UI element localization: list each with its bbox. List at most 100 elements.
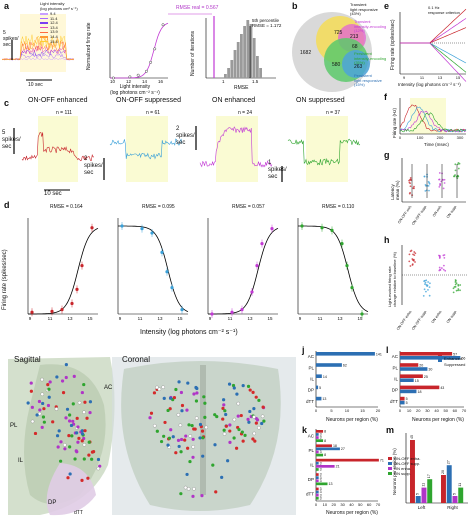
neuron-dot (204, 425, 209, 430)
neuron-dot (33, 431, 38, 436)
h-dot (443, 254, 446, 256)
k-svg-xtick: 60 (367, 502, 372, 507)
neuron-dot (247, 420, 251, 424)
g-dot (428, 182, 431, 185)
venn-count-2: 213 (350, 34, 359, 40)
m-bar-label: 11 (421, 483, 425, 487)
g-group-label: ON-OFF supp. (411, 204, 428, 226)
d-point (75, 287, 79, 291)
h-dot (423, 288, 426, 291)
a-legend-item: 9.4 (40, 11, 58, 17)
g-dot (454, 163, 457, 166)
j-svg-bar-label: 62 (343, 364, 347, 368)
c-n-4: n = 37 (326, 110, 341, 116)
e-annotation: 0.1 Hz response criterion (428, 5, 460, 15)
d-point (80, 264, 84, 268)
neuron-dot (152, 391, 157, 395)
panel-c: ON-OFF enhanced ON-OFF suppressed ON enh… (0, 97, 380, 198)
j-svg-category-label: PL (308, 365, 314, 370)
h-dot (452, 291, 455, 294)
j-svg-bar (316, 385, 319, 390)
m-xtick: Right (447, 505, 458, 510)
neuron-dot (29, 381, 33, 385)
i-region-il: IL (18, 458, 24, 464)
neuron-dot (80, 432, 85, 436)
l-svg-bar-label: 20 (419, 364, 423, 368)
neuron-dot (70, 434, 74, 438)
f-xtick: 300 (457, 135, 464, 140)
neuron-dot (222, 403, 226, 407)
c-scale-3: 2 spikes/ sec (176, 126, 195, 146)
neuron-dot (82, 443, 87, 447)
h-dot (414, 261, 416, 263)
neuron-dot (251, 437, 255, 441)
venn-legend-1: Transient light responsive (43%) (350, 2, 378, 17)
d-xtick: 11 (228, 316, 233, 321)
venn-count-4: 580 (332, 62, 341, 68)
k-xlabel: Neurons per region (%) (326, 510, 378, 516)
neuron-dot (77, 400, 82, 405)
l-svg-xtick: 70 (462, 408, 467, 413)
l-svg-bar (400, 367, 428, 371)
k-svg-bar (316, 447, 340, 451)
neuron-dot (188, 459, 192, 464)
neuron-dot (82, 382, 86, 387)
l-legend-swatch-enhanced (438, 353, 442, 356)
neuron-dot (241, 439, 245, 443)
d-rmse-3: RMSE = 0.057 (232, 204, 265, 210)
c-trace-4 (287, 138, 361, 166)
neuron-dot (41, 415, 46, 419)
neuron-dot (159, 439, 164, 444)
k-svg-bar-label: 3 (320, 436, 322, 440)
g-dot (457, 161, 460, 164)
neuron-dot (40, 377, 44, 382)
a-hist-xtick: 1.5 (252, 79, 259, 84)
panel-e: 9 11 13 15 0.1 Hz response criterion Firing… (384, 0, 474, 92)
neuron-dot (234, 446, 239, 450)
f-xtick: 0 (399, 135, 402, 140)
k-svg-bar (316, 444, 332, 448)
h-dot (442, 264, 445, 267)
panel-m-chart: 45 5 11 17 Left 20 27 5 11 Right (405, 433, 468, 510)
neuron-dot (26, 401, 30, 405)
k-svg-xtick: 50 (358, 502, 363, 507)
j-svg-bar (316, 374, 322, 378)
neuron-dot (48, 380, 52, 384)
h-dot (443, 257, 446, 259)
venn-count-5: 263 (354, 64, 363, 70)
l-svg-bar (400, 396, 405, 401)
g-dot (443, 182, 446, 184)
c-title-4: ON suppressed (296, 97, 345, 104)
neuron-dot (236, 414, 240, 418)
j-svg-category-label: AC (308, 354, 315, 359)
neuron-dot (179, 390, 184, 395)
normalized-curve (110, 22, 169, 80)
neuron-dot (228, 423, 232, 427)
k-svg-bar (316, 479, 319, 483)
a-hist-xtick: 1 (222, 79, 225, 84)
d-fit-curve (208, 227, 279, 315)
l-svg-xtick: 40 (434, 408, 439, 413)
panel-j: AC 141 PL 62 IL 14 DP 5 dTT 13 0 5 10 15 20 Neurons pe… (302, 345, 386, 425)
k-svg-bar (316, 439, 324, 442)
panel-j-chart: AC 141 PL 62 IL 14 DP 5 dTT 13 0 5 10 15 20 (306, 351, 382, 413)
venn-legend-3: Persistent intensity-encoding (35%) (354, 51, 387, 66)
j-svg-bar (316, 396, 322, 401)
venn-diagram (292, 12, 372, 92)
j-svg-category-label: DP (308, 388, 314, 393)
k-svg-bar-label: 3 (320, 479, 322, 483)
neuron-dot (180, 403, 185, 408)
g-group-label: ON supp. (446, 204, 458, 219)
a-hist-bar (256, 56, 259, 78)
k-svg-bar (316, 490, 319, 494)
k-svg-bar-label: 3 (320, 433, 322, 437)
neuron-dot (180, 409, 184, 413)
panel-m: 45 5 11 17 Left 20 27 5 11 Right Neurons per regi… (386, 425, 474, 518)
a-legend-item: 13.9 (40, 30, 58, 35)
f-xtick: 200 (437, 135, 444, 140)
g-dot (426, 184, 429, 187)
neuron-dot (253, 439, 257, 443)
g-dot (412, 187, 415, 190)
neuron-dot (76, 425, 80, 429)
neuron-dot (41, 401, 45, 406)
